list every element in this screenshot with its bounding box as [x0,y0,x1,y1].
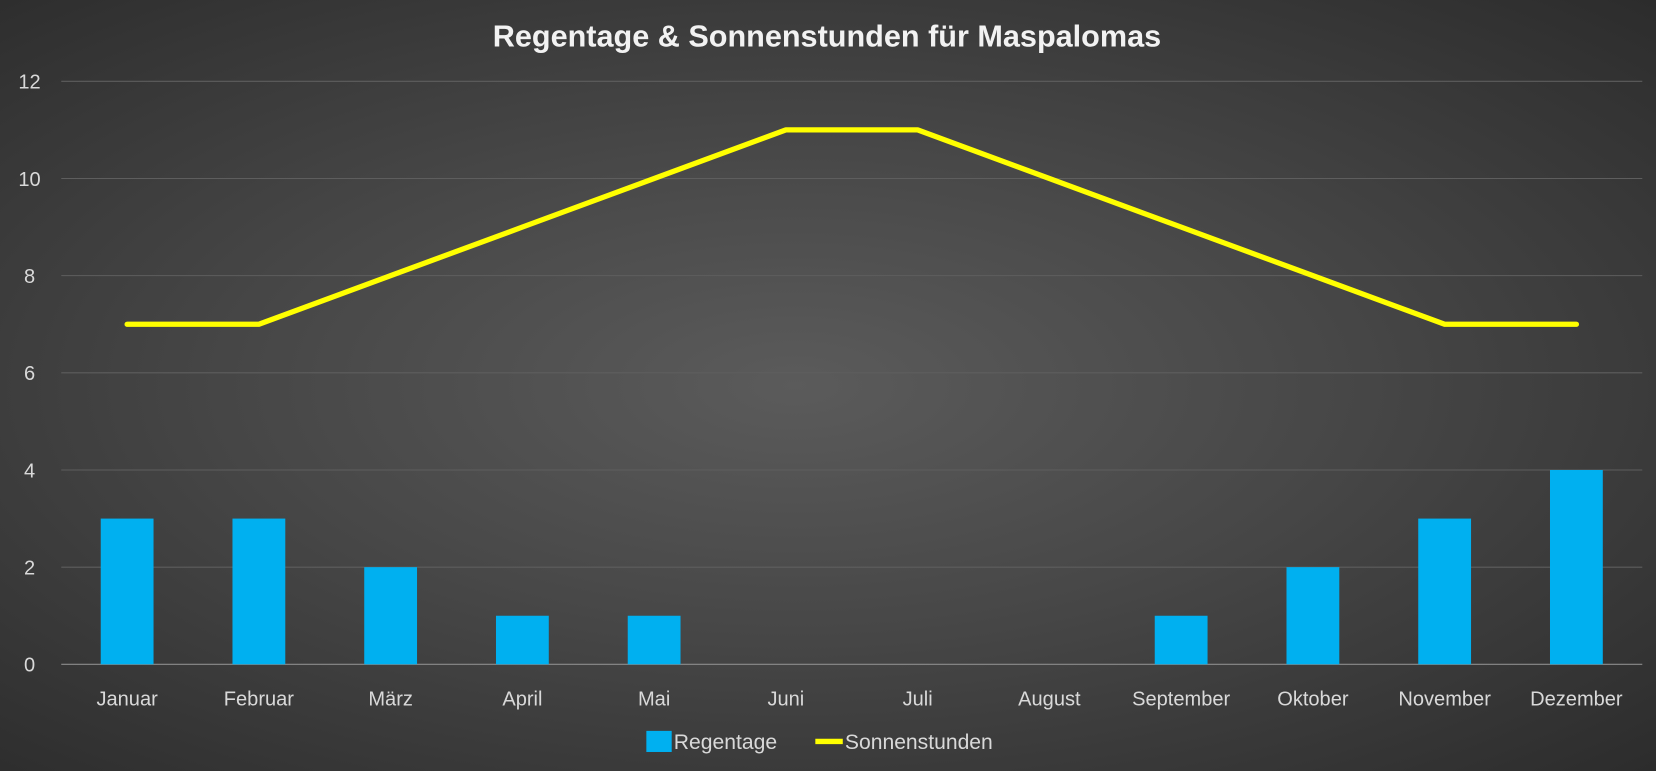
bar-regentage [495,615,549,665]
x-tick-label: November [1398,689,1491,711]
line-sonnenstunden [124,127,1580,327]
legend: Regentage Sonnenstunden [646,730,993,754]
y-tick-label: 8 [24,266,35,288]
y-tick-label: 12 [18,72,40,94]
y-tick-label: 6 [24,363,35,385]
y-tick-label: 2 [24,558,35,580]
x-tick-label: September [1132,689,1230,711]
y-tick-label: 10 [18,169,40,191]
bar-regentage [627,615,681,665]
bar-regentage [100,518,154,665]
legend-label-sonnenstunden: Sonnenstunden [845,731,993,754]
bar-regentage [232,518,286,665]
bar-regentage [1418,518,1472,665]
legend-label-regentage: Regentage [674,731,777,754]
y-tick-label: 0 [24,655,35,677]
x-tick-label: März [368,689,413,711]
x-tick-label: Januar [96,689,158,711]
x-tick-label: Juli [903,689,933,711]
chart-title: Regentage & Sonnenstunden für Maspalomas [493,19,1161,53]
bar-regentage [1549,469,1603,665]
bar-regentage [1154,615,1208,665]
x-tick-label: Mai [638,689,670,711]
bar-regentage [1286,567,1340,665]
x-tick-label: Oktober [1277,689,1349,711]
x-tick-label: April [502,689,542,711]
bar-regentage [364,567,418,665]
x-tick-label: August [1018,689,1081,711]
y-tick-label: 4 [24,460,35,482]
x-tick-label: Juni [767,689,804,711]
legend-swatch-regentage [646,730,672,752]
x-tick-label: Februar [224,689,295,711]
x-tick-label: Dezember [1530,689,1623,711]
